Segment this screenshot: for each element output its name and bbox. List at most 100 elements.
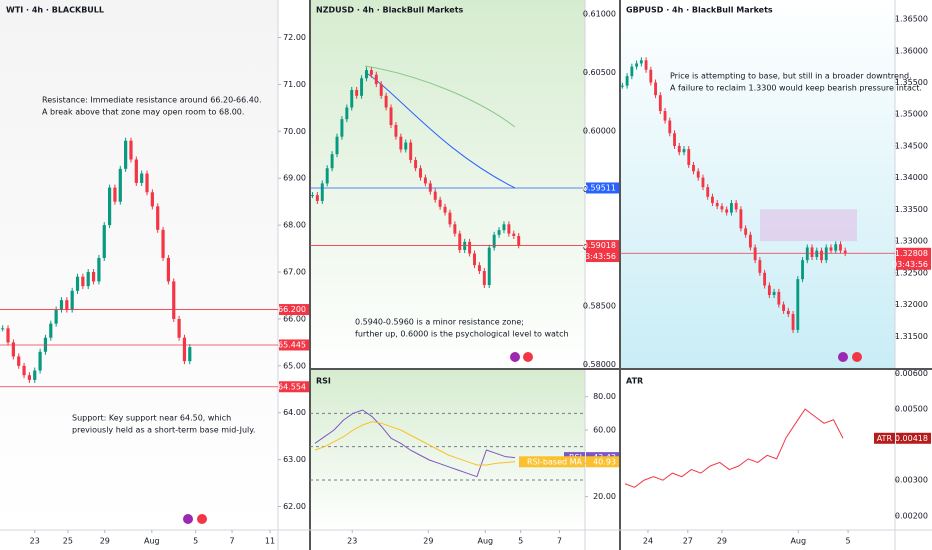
- candle: [635, 63, 639, 67]
- annotation: previously held as a short-term base mid…: [72, 426, 255, 435]
- candle: [17, 356, 21, 366]
- candle: [482, 271, 486, 286]
- candle: [172, 281, 176, 319]
- candle: [477, 265, 481, 272]
- chart-title: NZDUSD · 4h · BlackBull Markets: [316, 6, 464, 15]
- candle: [355, 89, 359, 96]
- candle: [330, 154, 334, 169]
- candle: [182, 337, 187, 362]
- candle: [512, 233, 516, 236]
- price-tag: [896, 247, 931, 270]
- candle: [706, 187, 710, 197]
- candle: [791, 314, 795, 330]
- candle: [107, 187, 112, 226]
- candle: [365, 70, 368, 79]
- y-tick-label: 1.33500: [895, 205, 928, 214]
- candle: [97, 257, 101, 282]
- candle: [453, 224, 457, 234]
- candle: [687, 149, 691, 165]
- y-tick-label: 68.00: [283, 221, 306, 230]
- price-tag: [279, 304, 309, 316]
- y-tick-label: 65.00: [283, 361, 306, 370]
- price-tag: [586, 240, 619, 263]
- candle: [824, 247, 828, 261]
- candle: [6, 328, 10, 343]
- candle: [414, 160, 418, 169]
- candle: [113, 187, 117, 202]
- y-tick-label: 0.00200: [895, 511, 928, 520]
- y-tick-label: 1.33000: [895, 237, 928, 246]
- candle: [782, 304, 785, 311]
- y-tick-label: 1.36000: [895, 46, 928, 55]
- x-tick-label: 23: [30, 537, 40, 546]
- candle: [156, 206, 160, 230]
- candle: [335, 136, 339, 155]
- y-tick-label: 69.00: [283, 174, 306, 183]
- annotation: Price is attempting to base, but still i…: [670, 72, 912, 81]
- candle: [360, 78, 364, 96]
- candle: [374, 74, 378, 85]
- candle: [150, 192, 154, 207]
- candle: [468, 241, 472, 254]
- candle: [843, 250, 847, 254]
- price-tag-label: 65.445: [278, 340, 306, 349]
- candle: [399, 136, 403, 150]
- candle: [394, 125, 398, 137]
- candle: [673, 133, 676, 146]
- candle: [177, 318, 181, 338]
- candle: [315, 195, 319, 201]
- candle: [517, 235, 521, 246]
- candle: [350, 89, 354, 108]
- candle: [801, 260, 804, 280]
- resistance-zone: [760, 209, 857, 242]
- candle: [404, 142, 408, 150]
- series-name: ATR: [877, 434, 893, 443]
- candle: [129, 140, 133, 160]
- candle: [815, 250, 819, 257]
- candle: [720, 206, 724, 210]
- price-tag: [279, 339, 309, 351]
- candle: [834, 244, 838, 251]
- price-tag-label: 40.93: [593, 457, 616, 466]
- countdown: 03:43:56: [892, 260, 928, 269]
- candle: [379, 84, 383, 96]
- y-tick-label: 70.00: [283, 127, 306, 136]
- annotation: A break above that zone may open room to…: [42, 108, 244, 117]
- candle: [758, 260, 762, 273]
- panel-bg: [310, 370, 585, 530]
- candle: [739, 209, 743, 229]
- candle: [70, 290, 74, 310]
- y-tick-label: 0.58500: [583, 302, 616, 311]
- x-tick-label: 29: [100, 537, 110, 546]
- series-name-tag: [874, 432, 895, 444]
- indicator-line: [314, 409, 516, 478]
- price-tag-label: 0.00418: [895, 434, 928, 443]
- candle: [639, 60, 643, 64]
- candle: [384, 95, 388, 108]
- candle: [772, 291, 776, 296]
- candle: [102, 225, 106, 258]
- candle: [668, 120, 672, 134]
- candle: [91, 272, 96, 282]
- annotation: Resistance: Immediate resistance around …: [42, 96, 262, 105]
- candle: [81, 276, 85, 287]
- y-tick-label: 0.61000: [583, 10, 616, 19]
- chart-title: RSI: [316, 377, 331, 386]
- series-name-tag: [519, 456, 585, 468]
- candle: [734, 203, 738, 210]
- candle: [620, 85, 624, 87]
- x-tick-label: 29: [423, 537, 433, 546]
- candle: [696, 171, 700, 178]
- series-name: RSI-based MA: [527, 457, 582, 466]
- candle: [820, 250, 823, 261]
- x-tick-label: 5: [193, 537, 198, 546]
- candle: [325, 168, 329, 184]
- candle: [625, 76, 629, 86]
- candle: [27, 375, 32, 380]
- candle: [433, 191, 437, 200]
- countdown: 03:43:56: [580, 252, 616, 261]
- y-tick-label: 63.00: [283, 455, 306, 464]
- candle: [1, 328, 5, 330]
- indicator-line: [624, 408, 844, 488]
- icons: [183, 352, 862, 524]
